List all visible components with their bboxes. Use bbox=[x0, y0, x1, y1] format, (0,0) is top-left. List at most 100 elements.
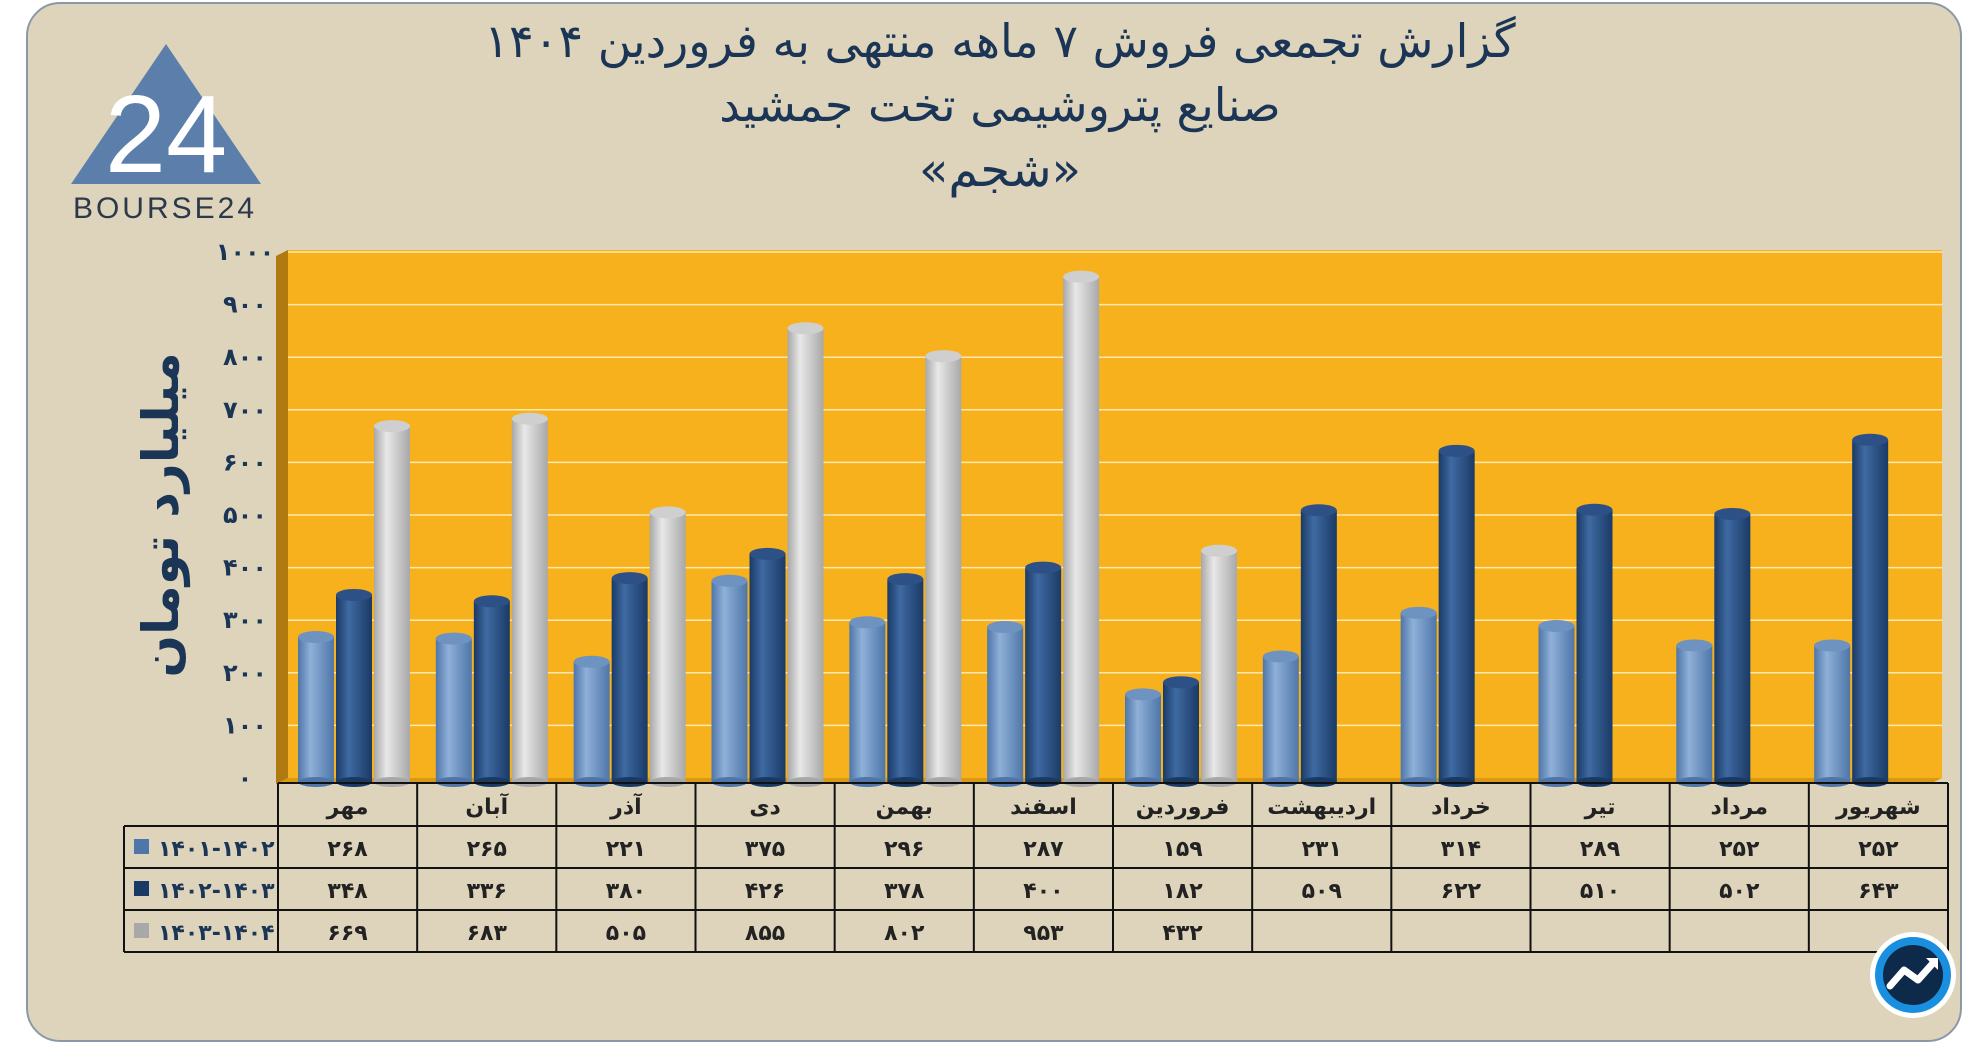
bar-top bbox=[649, 506, 686, 519]
bar-body bbox=[1400, 612, 1437, 782]
bar-body bbox=[1125, 694, 1161, 782]
chart-ticker: «شجم» bbox=[919, 142, 1081, 198]
bar-body bbox=[1714, 513, 1751, 782]
legend-swatch bbox=[134, 839, 149, 854]
bar-top bbox=[1852, 433, 1889, 446]
bar-body bbox=[573, 661, 610, 782]
bar bbox=[1163, 676, 1199, 787]
bar-top bbox=[611, 572, 648, 585]
bar-top bbox=[336, 588, 372, 601]
data-label: ۲۳۱ bbox=[1302, 837, 1342, 862]
bar-top bbox=[374, 420, 410, 433]
bar bbox=[849, 616, 886, 787]
data-label: ۲۶۵ bbox=[467, 837, 507, 862]
category-label: شهریور bbox=[1835, 795, 1921, 820]
bar bbox=[298, 631, 334, 787]
bar-top bbox=[1576, 503, 1613, 516]
bar-body bbox=[1163, 682, 1199, 782]
bar-body bbox=[1025, 567, 1062, 782]
y-tick-label: ۱۰۰ bbox=[223, 711, 267, 739]
bar-top bbox=[1201, 544, 1237, 557]
bar-top bbox=[473, 595, 510, 608]
y-tick-label: ۱۰۰۰ bbox=[216, 238, 275, 266]
bar bbox=[1852, 433, 1889, 787]
y-tick-label: ۵۰۰ bbox=[223, 501, 267, 529]
bar-top bbox=[1714, 507, 1751, 520]
bar-top bbox=[1063, 270, 1100, 283]
data-label: ۵۱۰ bbox=[1580, 879, 1620, 904]
bar bbox=[887, 573, 924, 787]
category-label: فروردین bbox=[1136, 795, 1230, 820]
bar-top bbox=[435, 632, 472, 645]
bar bbox=[1714, 507, 1751, 787]
y-tick-label: ۰ bbox=[238, 764, 253, 792]
data-label: ۳۷۵ bbox=[745, 837, 785, 862]
bar-body bbox=[649, 512, 686, 782]
data-table: مهر آبان آذر دی بهمن اسفند فروردین اردیبهشت خردا… bbox=[123, 782, 1949, 953]
plot-area bbox=[288, 250, 1942, 778]
logo-mark: 24 bbox=[105, 73, 227, 196]
bar bbox=[649, 506, 686, 787]
data-label: ۸۵۵ bbox=[745, 921, 785, 946]
category-label: آذر bbox=[609, 792, 642, 820]
category-label: خرداد bbox=[1431, 795, 1491, 820]
category-label: اسفند bbox=[1010, 795, 1077, 820]
bar-top bbox=[925, 350, 962, 363]
legend-series-name: ۱۴۰۲-۱۴۰۳ bbox=[158, 879, 275, 904]
category-label: تیر bbox=[1584, 795, 1616, 820]
data-label: ۹۵۳ bbox=[1023, 921, 1064, 946]
data-label: ۶۴۳ bbox=[1858, 879, 1899, 904]
bar-body bbox=[1201, 550, 1237, 782]
bar-body bbox=[1676, 645, 1713, 782]
bar-body bbox=[298, 637, 334, 782]
bar bbox=[1025, 561, 1062, 787]
bar bbox=[1814, 639, 1851, 787]
bar bbox=[573, 655, 610, 787]
plot-side-wall bbox=[276, 250, 288, 784]
bar-body bbox=[925, 356, 962, 782]
bar bbox=[1538, 619, 1575, 787]
data-label: ۲۵۲ bbox=[1719, 837, 1760, 862]
y-tick-label: ۷۰۰ bbox=[223, 396, 267, 424]
bar-top bbox=[511, 412, 548, 425]
bar-top bbox=[1025, 561, 1062, 574]
category-label: اردیبهشت bbox=[1267, 795, 1376, 820]
data-label: ۴۰۰ bbox=[1023, 879, 1063, 904]
data-label: ۲۲۱ bbox=[606, 837, 646, 862]
data-label: ۳۸۰ bbox=[606, 879, 646, 904]
bar bbox=[1063, 270, 1100, 787]
data-label: ۸۰۲ bbox=[884, 921, 925, 946]
data-label: ۵۰۲ bbox=[1719, 879, 1760, 904]
bar bbox=[511, 412, 548, 787]
legend-swatch bbox=[134, 923, 149, 938]
bar-top bbox=[987, 621, 1024, 634]
bar-body bbox=[887, 579, 924, 782]
data-label: ۲۵۲ bbox=[1858, 837, 1899, 862]
bar bbox=[1400, 606, 1437, 787]
data-label: ۲۹۶ bbox=[884, 837, 924, 862]
category-label: مرداد bbox=[1711, 795, 1768, 820]
bar-top bbox=[1125, 688, 1161, 701]
bar-body bbox=[1538, 625, 1575, 782]
data-label: ۲۸۹ bbox=[1580, 837, 1620, 862]
bar-body bbox=[749, 553, 786, 782]
bar-top bbox=[849, 616, 886, 629]
bar-body bbox=[711, 580, 748, 782]
data-label: ۵۰۹ bbox=[1302, 879, 1342, 904]
chart-subtitle: صنایع پتروشیمی تخت جمشید bbox=[719, 78, 1281, 132]
bar bbox=[374, 420, 410, 787]
bar-top bbox=[1300, 504, 1337, 517]
y-axis-label: میلیارد تومان bbox=[132, 352, 191, 677]
bar-body bbox=[1262, 656, 1299, 782]
data-label: ۱۵۹ bbox=[1162, 837, 1202, 862]
bar-top bbox=[1262, 650, 1299, 663]
bar-top bbox=[1438, 444, 1475, 457]
bar-top bbox=[298, 631, 334, 644]
bar-top bbox=[1676, 639, 1713, 652]
bar bbox=[336, 588, 372, 787]
bar-body bbox=[1852, 439, 1889, 782]
bar bbox=[1576, 503, 1613, 787]
bar-body bbox=[336, 594, 372, 782]
bar-top bbox=[711, 574, 748, 587]
data-label: ۶۶۹ bbox=[327, 921, 367, 946]
